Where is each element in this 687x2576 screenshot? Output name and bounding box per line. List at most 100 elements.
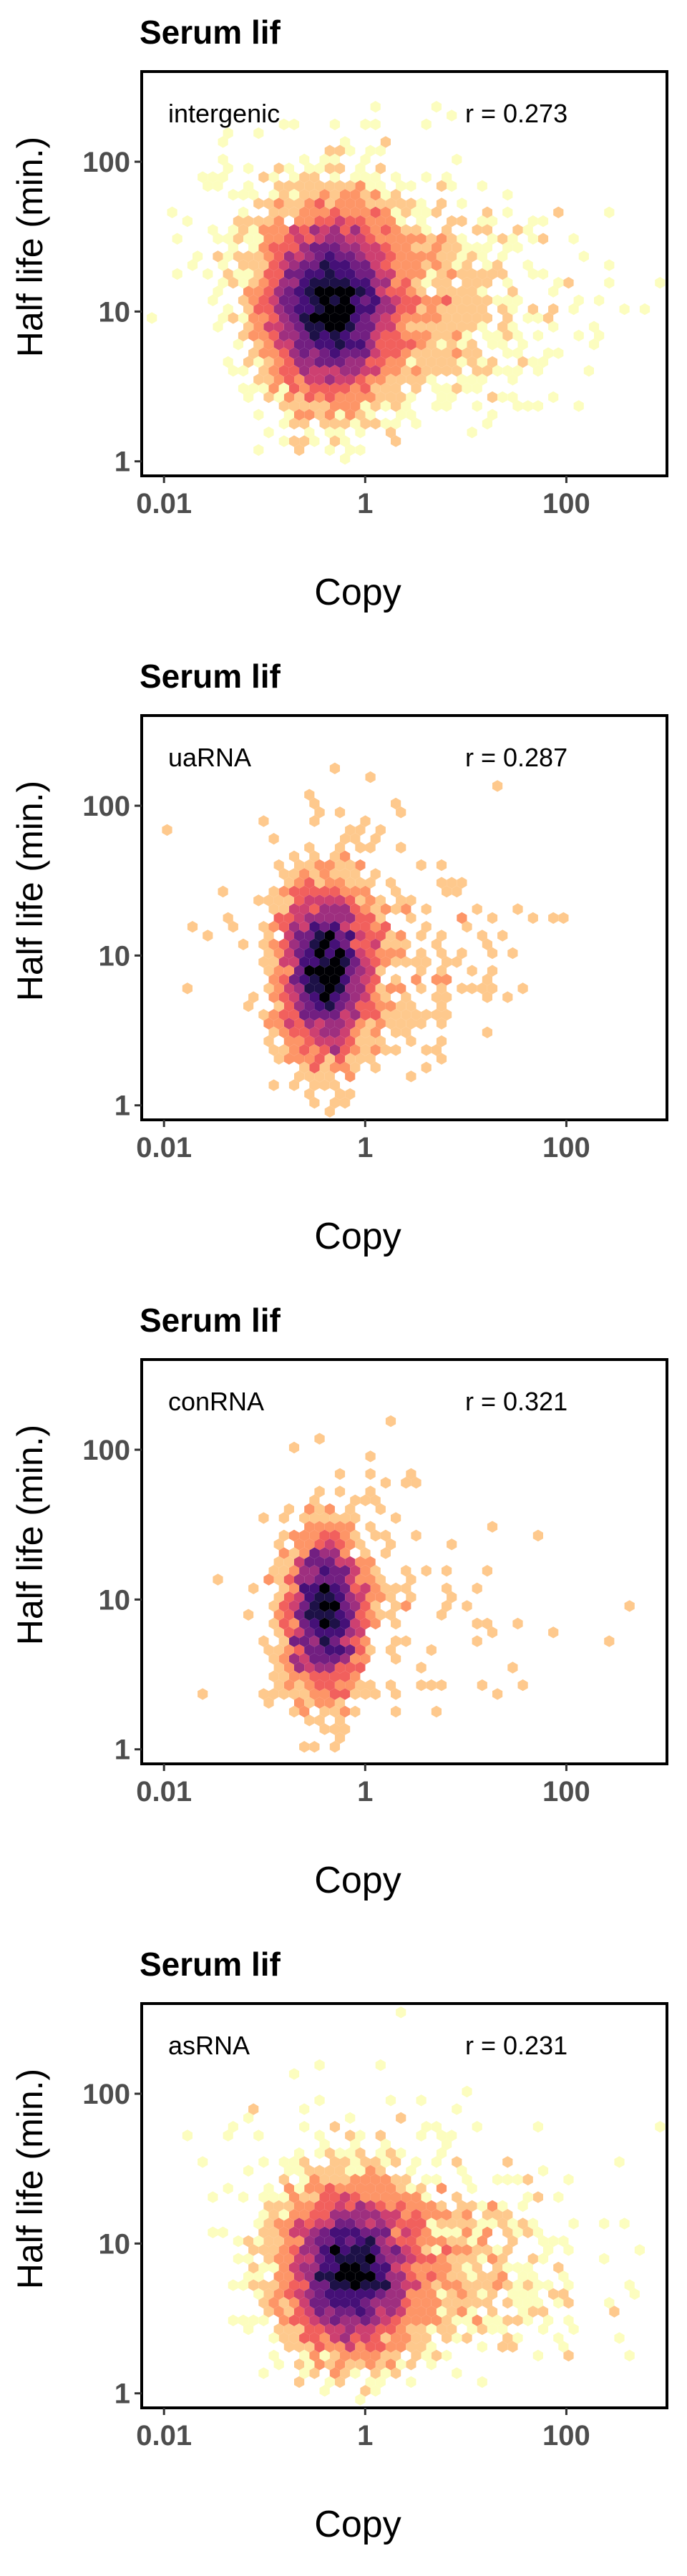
- hexbin-cell: [304, 2270, 315, 2283]
- hexbin-cell: [329, 2349, 340, 2362]
- hexbin-cell: [294, 1574, 305, 1586]
- hexbin-cell: [198, 171, 208, 183]
- hexbin-cell: [517, 338, 528, 351]
- hexbin-cell: [243, 356, 254, 369]
- hexbin-cell: [319, 1009, 330, 1021]
- hexbin-cell: [457, 2165, 467, 2177]
- hexbin-cell: [355, 894, 366, 907]
- hexbin-cell: [457, 2235, 467, 2248]
- hexbin-cell: [334, 1574, 346, 1586]
- hexbin-cell: [431, 2173, 442, 2186]
- hexbin-cell: [304, 2200, 315, 2212]
- hexbin-cell: [553, 347, 564, 359]
- hexbin-cell: [385, 2288, 396, 2301]
- hexbin-cell: [268, 312, 279, 324]
- hexbin-cell: [283, 1644, 294, 1657]
- hexbin-cell: [365, 930, 376, 942]
- hexbin-cell: [340, 938, 351, 950]
- hexbin-cell: [396, 2235, 406, 2248]
- hexbin-cell: [532, 2279, 543, 2291]
- hexbin-cell: [360, 2173, 371, 2186]
- hexbin-cell: [457, 338, 467, 351]
- correlation-label: r = 0.321: [465, 1387, 568, 1416]
- hexbin-cell: [416, 2341, 427, 2353]
- hexbin-cell: [304, 197, 315, 210]
- hexbin-cell: [294, 2270, 305, 2283]
- hexbin-cell: [329, 400, 340, 412]
- hexbin-cell: [288, 2244, 300, 2256]
- hexbin-cell: [350, 171, 361, 183]
- hexbin-cell: [233, 2235, 243, 2248]
- hexbin-cell: [553, 2297, 564, 2309]
- hexbin-cell: [304, 2253, 315, 2265]
- hexbin-cell: [294, 1018, 305, 1030]
- hexbin-cell: [350, 2279, 361, 2291]
- hexbin-cell: [396, 233, 406, 245]
- hexbin-cell: [324, 965, 335, 977]
- hexbin-cell: [527, 2253, 538, 2265]
- hexbin-cell: [457, 374, 467, 386]
- hexbin-cell: [350, 224, 361, 236]
- hexbin-cell: [278, 921, 289, 933]
- hexbin-cell: [401, 1026, 411, 1038]
- hexbin-cell: [477, 982, 487, 995]
- hexbin-cell: [314, 1679, 325, 1692]
- hexbin-cell: [375, 2376, 386, 2389]
- hexbin-cell: [401, 991, 411, 1003]
- hexbin-cell: [406, 2200, 416, 2212]
- hexbin-cell: [329, 1617, 340, 1630]
- hexbin-cell: [472, 241, 482, 254]
- hexbin-cell: [462, 921, 472, 933]
- hexbin-cell: [329, 991, 340, 1003]
- hexbin-cell: [492, 1688, 503, 1700]
- hexbin-cell: [345, 233, 356, 245]
- hexbin-cell: [385, 2200, 396, 2212]
- hexbin-cell: [278, 1547, 289, 1559]
- hexbin-cell: [283, 2165, 294, 2177]
- hexbin-cell: [512, 2332, 523, 2344]
- hexbin-cell: [436, 2218, 447, 2230]
- hexbin-cell: [401, 2297, 411, 2309]
- hexbin-cell: [319, 991, 330, 1003]
- hexbin-cell: [442, 382, 452, 394]
- hexbin-cell: [309, 347, 320, 359]
- hexbin-cell: [268, 885, 279, 898]
- hexbin-cell: [406, 2341, 416, 2353]
- hexbin-cell: [273, 859, 284, 872]
- hexbin-cell: [416, 356, 427, 369]
- hexbin-cell: [370, 1582, 381, 1594]
- hexbin-cell: [452, 956, 462, 968]
- hexbin-cell: [294, 1000, 305, 1013]
- hexbin-cell: [452, 2191, 462, 2203]
- hexbin-cell: [288, 956, 300, 968]
- hexbin-cell: [258, 2156, 269, 2168]
- hexbin-cell: [452, 2156, 462, 2168]
- hexbin-cell: [365, 2341, 376, 2353]
- hexbin-cell: [467, 2253, 477, 2265]
- hexbin-cell: [457, 2218, 467, 2230]
- hexbin-cell: [329, 2191, 340, 2203]
- hexbin-cell: [294, 1591, 305, 1604]
- hexbin-cell: [411, 2332, 422, 2344]
- hexbin-cell: [594, 294, 605, 306]
- hexbin-cell: [416, 2218, 427, 2230]
- hexbin-cell: [309, 2279, 320, 2291]
- hexbin-cell: [452, 153, 462, 166]
- hexbin-cell: [299, 382, 310, 394]
- hexbin-cell: [360, 2244, 371, 2256]
- hexbin-cell: [218, 885, 228, 898]
- hexbin-cell: [223, 303, 233, 316]
- hexbin-cell: [283, 250, 294, 263]
- hexbin-cell: [355, 859, 366, 872]
- hexbin-cell: [263, 2253, 274, 2265]
- hexbin-cell: [375, 912, 386, 924]
- hexbin-cell: [436, 2253, 447, 2265]
- hexbin-cell: [375, 2323, 386, 2336]
- hexbin-cell: [294, 233, 305, 245]
- hexbin-cell: [273, 912, 284, 924]
- hexbin-cell: [304, 877, 315, 889]
- hexbin-cell: [391, 241, 401, 254]
- hexbin-cell: [294, 1556, 305, 1568]
- hexbin-cell: [578, 250, 589, 263]
- hexbin-cell: [263, 286, 274, 298]
